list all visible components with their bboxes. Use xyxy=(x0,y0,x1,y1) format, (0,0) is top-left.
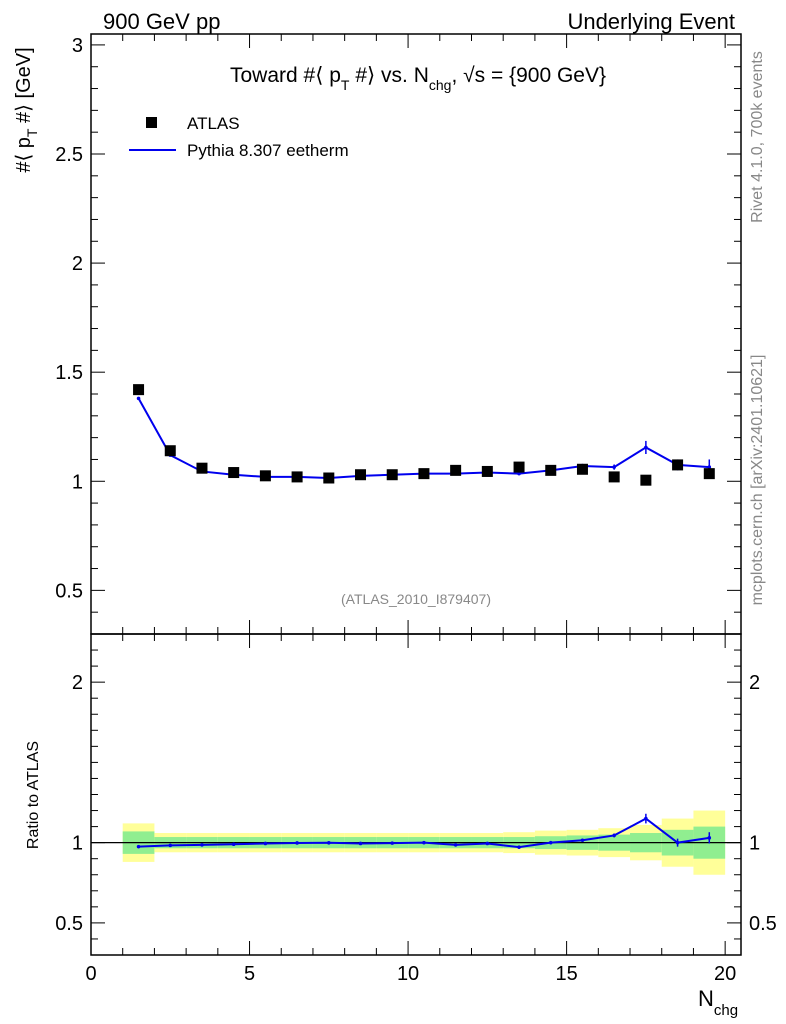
legend-data-label: ATLAS xyxy=(187,114,240,133)
data-point xyxy=(164,445,176,457)
y-tick-label: 1.5 xyxy=(55,362,83,384)
data-point xyxy=(703,468,715,480)
mc-point xyxy=(612,465,616,469)
data-point xyxy=(576,463,588,475)
analysis-id: (ATLAS_2010_I879407) xyxy=(341,591,491,607)
data-point xyxy=(608,471,620,483)
y-tick-label: 0.5 xyxy=(55,580,83,602)
ratio-mc-point xyxy=(263,841,268,846)
ratio-mc-point xyxy=(168,843,173,848)
y-tick-label: 3 xyxy=(72,35,83,57)
x-tick-label: 15 xyxy=(555,963,577,985)
x-axis-label-sub: chg xyxy=(714,1002,738,1019)
ratio-mc-point xyxy=(358,841,363,846)
ratio-mc-point xyxy=(422,840,426,845)
mc-point xyxy=(517,471,521,476)
data-point xyxy=(418,468,430,480)
legend-mc-label: Pythia 8.307 eetherm xyxy=(187,141,349,160)
x-tick-label: 5 xyxy=(244,963,255,985)
data-point xyxy=(355,469,367,481)
mc-point xyxy=(707,465,712,469)
ratio-y-tick-label: 0.5 xyxy=(55,913,83,935)
y-tick-label: 2 xyxy=(72,253,83,275)
title-part3: , √s = {900 GeV} xyxy=(451,64,606,87)
data-point xyxy=(323,472,335,484)
chart-title: Toward #⟨ pT #⟩ vs. Nchg, √s = {900 GeV} xyxy=(230,64,606,93)
axes: 0 5 10 15 20 0.5 1 1.5 2 2.5 3 0.5 0.5 1 1 2 2 xyxy=(55,33,777,985)
data-point xyxy=(545,464,557,476)
legend-data-marker xyxy=(146,117,157,128)
ratio-mc-point xyxy=(390,841,395,845)
ratio-y-tick-label: 1 xyxy=(72,833,83,855)
main-ylabel: #⟨ pT #⟩ [GeV] xyxy=(13,47,40,172)
x-tick-label: 0 xyxy=(85,963,96,985)
data-point xyxy=(228,467,240,479)
ratio-mc-point xyxy=(327,841,331,845)
mcplots-label: mcplots.cern.ch [arXiv:2401.10621] xyxy=(749,355,766,606)
title-part2: #⟩ vs. N xyxy=(349,64,428,87)
mc-line xyxy=(137,397,710,480)
mc-point xyxy=(136,396,141,401)
y-tick-label: 1 xyxy=(72,471,83,493)
ratio-mc-point xyxy=(548,840,553,845)
ratio-mc-point xyxy=(453,843,458,847)
title-sub2: chg xyxy=(429,77,452,93)
ratio-mc-point xyxy=(231,842,236,847)
ratio-mc-point xyxy=(200,843,204,847)
x-axis-label-main: N xyxy=(698,986,714,1011)
ratio-mc-point xyxy=(580,838,585,843)
main-ylabel-part1: #⟨ p xyxy=(13,137,35,173)
x-axis-label: Nchg xyxy=(698,986,738,1019)
ratio-mc-point xyxy=(612,833,616,838)
ratio-mc-point xyxy=(517,845,521,849)
ratio-mc-point xyxy=(707,836,712,840)
ratio-mc-point xyxy=(485,841,490,846)
data-point xyxy=(513,461,525,473)
ratio-y-tick-label-right: 0.5 xyxy=(749,913,777,935)
data-point xyxy=(291,471,303,483)
data-point xyxy=(640,474,652,486)
ratio-mc-point xyxy=(675,840,680,845)
ratio-ylabel: Ratio to ATLAS xyxy=(25,741,42,849)
header-right: Underlying Event xyxy=(567,9,735,34)
ratio-y-tick-label-right: 2 xyxy=(749,672,760,694)
mc-point xyxy=(644,445,648,450)
data-point xyxy=(481,465,493,477)
rivet-label: Rivet 4.1.0, 700k events xyxy=(749,51,766,223)
ratio-y-tick-label-right: 1 xyxy=(749,833,760,855)
x-tick-label: 10 xyxy=(397,963,419,985)
data-point xyxy=(450,464,462,476)
data-point xyxy=(259,470,271,482)
ratio-mc-point xyxy=(295,841,299,845)
title-part1: Toward #⟨ p xyxy=(230,64,341,87)
ratio-frame xyxy=(90,633,742,956)
title-sub1: T xyxy=(341,77,350,93)
main-content xyxy=(133,384,715,486)
x-tick-label: 20 xyxy=(714,963,736,985)
data-point xyxy=(196,462,208,474)
data-point xyxy=(386,469,398,481)
main-ylabel-part2: #⟩ [GeV] xyxy=(13,47,35,128)
ratio-mc-point xyxy=(644,816,648,821)
main-ylabel-sub: T xyxy=(24,128,40,137)
ratio-content xyxy=(91,813,741,849)
header-left: 900 GeV pp xyxy=(103,9,220,34)
y-tick-label: 2.5 xyxy=(55,144,83,166)
ratio-y-tick-label: 2 xyxy=(72,672,83,694)
data-point xyxy=(672,459,684,471)
ratio-mc-point xyxy=(136,844,141,849)
data-point xyxy=(133,384,145,396)
